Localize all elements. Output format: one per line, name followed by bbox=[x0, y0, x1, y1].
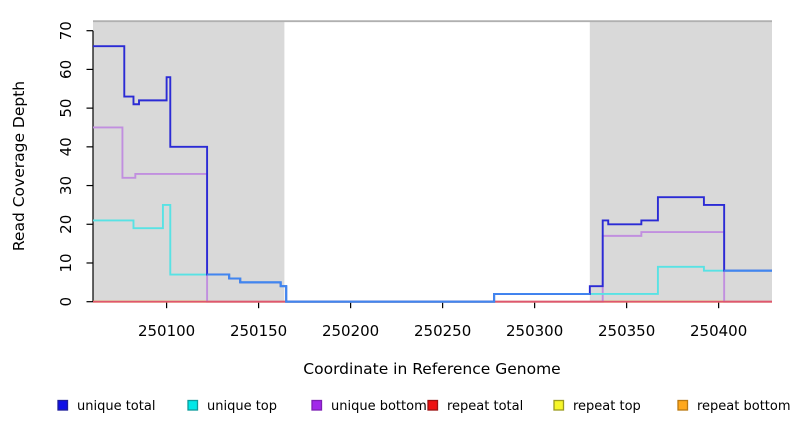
y-tick-label: 10 bbox=[57, 253, 75, 272]
y-tick-label: 50 bbox=[57, 99, 75, 118]
x-tick-label: 250300 bbox=[506, 322, 563, 340]
x-tick-label: 250250 bbox=[414, 322, 471, 340]
series-line-unique-total-overlap bbox=[207, 273, 590, 303]
y-tick-label: 60 bbox=[57, 60, 75, 79]
legend-item-unique-top: unique top bbox=[187, 399, 277, 414]
legend-swatch-unique-total bbox=[57, 399, 69, 411]
legend-swatch-repeat-top bbox=[553, 399, 565, 411]
legend-item-repeat-total: repeat total bbox=[427, 399, 523, 414]
legend-item-unique-bottom: unique bottom bbox=[311, 399, 427, 414]
region-highlight bbox=[589, 21, 772, 302]
legend-label: unique top bbox=[207, 399, 277, 414]
legend-swatch-unique-top bbox=[187, 399, 199, 411]
shaded-repeat-regions bbox=[93, 20, 772, 302]
y-axis-title: Read Coverage Depth bbox=[10, 81, 28, 251]
legend-label: unique bottom bbox=[331, 399, 427, 414]
y-tick-label: 0 bbox=[57, 297, 75, 307]
legend: unique total unique top unique bottom repea… bbox=[57, 399, 791, 414]
legend-item-repeat-bottom: repeat bottom bbox=[677, 399, 791, 414]
x-tick-label: 250100 bbox=[138, 322, 195, 340]
x-axis-title: Coordinate in Reference Genome bbox=[303, 360, 560, 378]
x-tick-label: 250350 bbox=[598, 322, 655, 340]
x-tick-label: 250150 bbox=[230, 322, 287, 340]
legend-label: unique total bbox=[77, 399, 155, 414]
legend-label: repeat total bbox=[447, 399, 523, 414]
y-tick-label: 30 bbox=[57, 176, 75, 195]
legend-swatch-repeat-bottom bbox=[677, 399, 689, 411]
legend-item-repeat-top: repeat top bbox=[553, 399, 641, 414]
x-tick-label: 250200 bbox=[322, 322, 379, 340]
y-tick-label: 20 bbox=[57, 215, 75, 234]
legend-item-unique-total: unique total bbox=[57, 399, 155, 414]
legend-swatch-repeat-total bbox=[427, 399, 439, 411]
y-tick-label: 70 bbox=[57, 21, 75, 40]
legend-label: repeat top bbox=[573, 399, 641, 414]
legend-swatch-unique-bottom bbox=[311, 399, 323, 411]
y-tick-label: 40 bbox=[57, 137, 75, 156]
series-lines bbox=[93, 45, 772, 303]
legend-label: repeat bottom bbox=[697, 399, 791, 414]
x-tick-label: 250400 bbox=[690, 322, 747, 340]
